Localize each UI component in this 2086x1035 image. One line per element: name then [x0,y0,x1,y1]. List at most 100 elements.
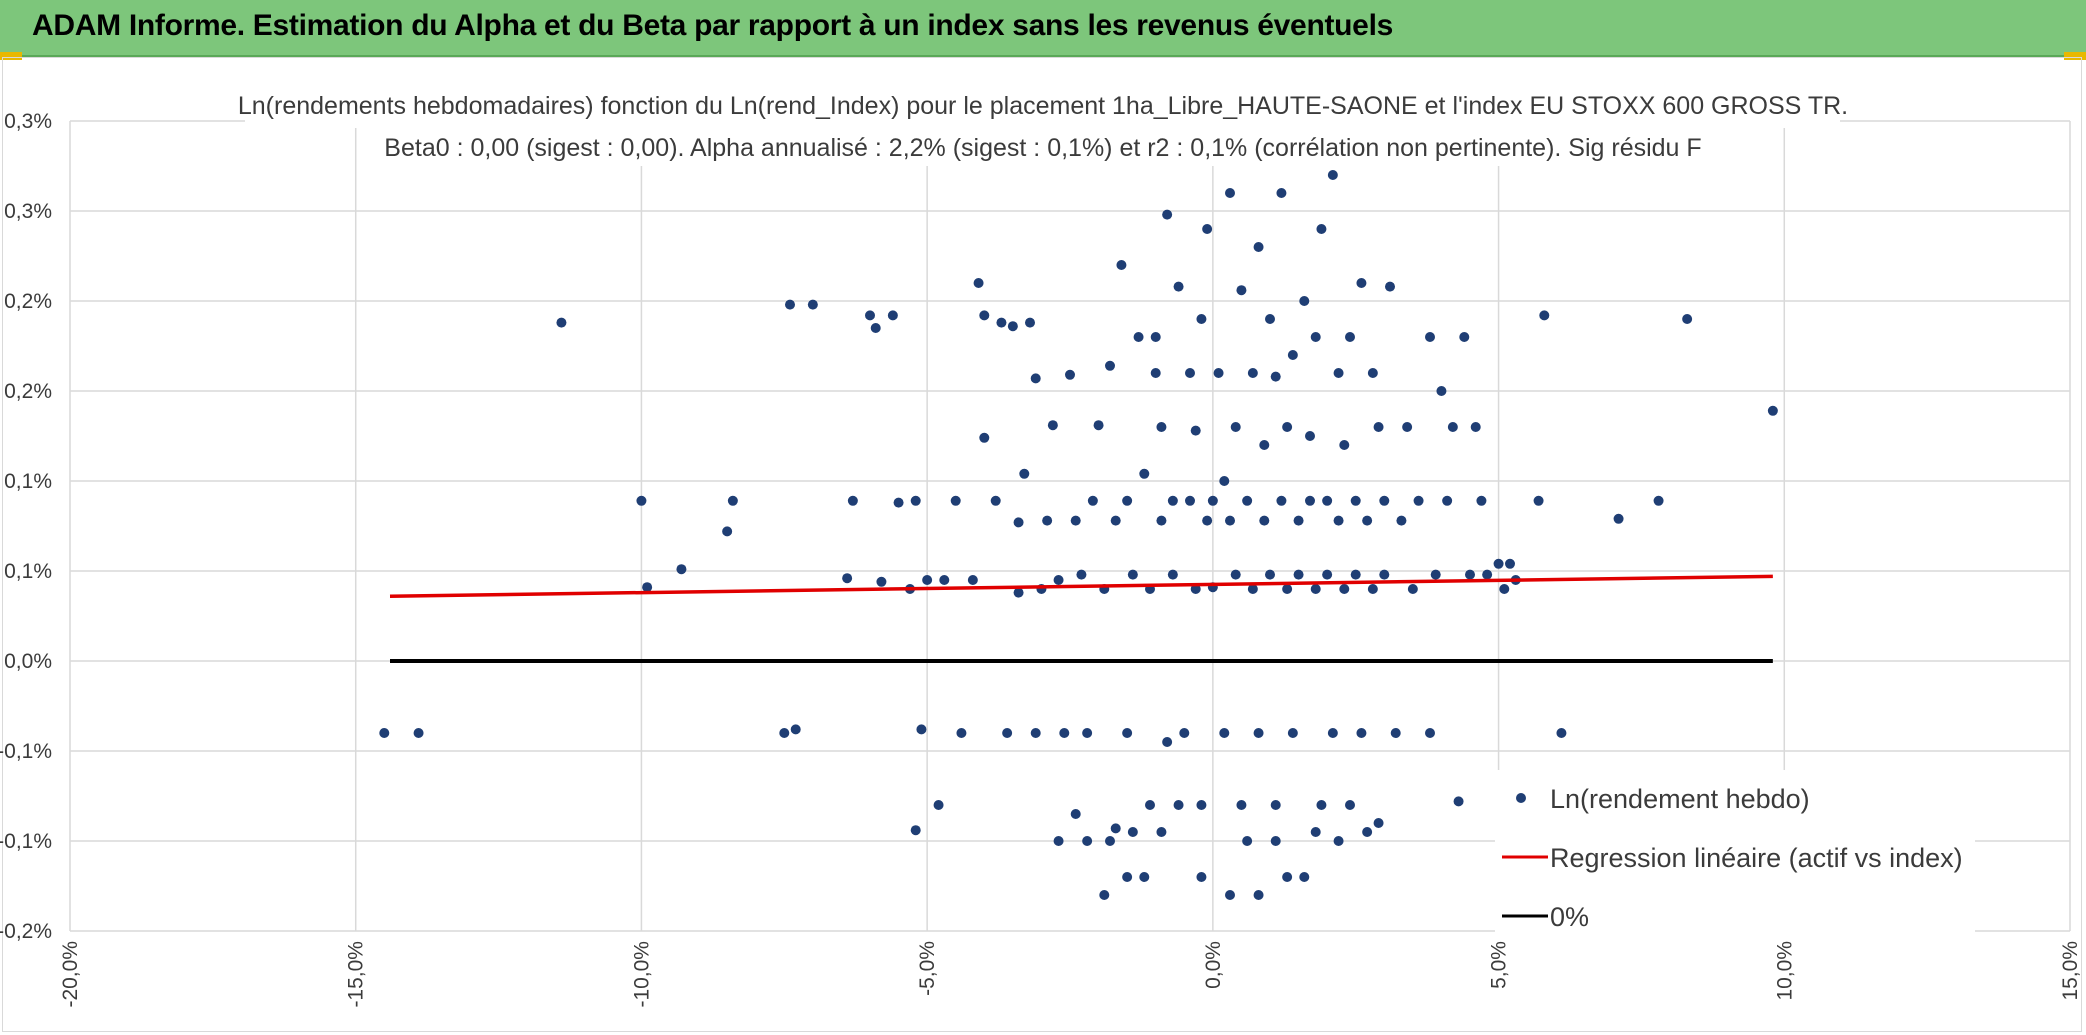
data-point [1436,386,1447,396]
data-point [1196,314,1207,324]
data-point [910,495,921,506]
data-point [1225,890,1235,900]
data-point [1367,584,1378,594]
x-tick-label: -5,0% [916,941,939,996]
data-point [1167,569,1178,580]
y-tick-label: 0,0% [4,650,52,673]
data-point [1236,800,1247,810]
data-point [1236,285,1247,296]
data-point [1190,584,1201,594]
data-point [1465,569,1475,580]
data-point [1253,728,1264,738]
data-point [1453,796,1464,807]
data-point [1310,584,1321,594]
data-point [1413,495,1424,506]
data-point [1070,515,1081,526]
data-point [1173,281,1184,292]
data-point [1682,314,1693,324]
data-point [1122,495,1133,506]
data-point [1390,728,1401,738]
data-point [1082,836,1093,846]
data-point [807,299,818,310]
data-point [910,825,921,836]
data-point [636,495,647,506]
data-point [1327,728,1338,738]
data-point [847,495,858,506]
data-point [1082,728,1093,738]
tick-labels: 0,3% 0,3% 0,2% 0,2% 0,1% 0,1% 0,0% -0,1% -0,1% -0… [0,110,2082,1008]
data-point [1350,495,1361,506]
legend-label-points: Ln(rendement hebdo) [1550,784,1810,814]
data-point [933,800,944,810]
data-point [1310,332,1321,342]
data-point [1407,584,1418,594]
data-point [1293,515,1304,526]
data-point [1207,495,1218,506]
legend: Ln(rendement hebdo) Regression linéaire … [1495,770,1975,935]
data-point [1007,321,1018,332]
data-point [979,432,990,443]
data-point [676,564,687,575]
data-point [1202,224,1213,234]
data-point [1185,495,1195,506]
y-tick-label: -0,1% [0,740,52,763]
data-point [1127,569,1138,580]
x-tick-label: 10,0% [1773,941,1796,1001]
data-point [1093,420,1104,431]
data-point [1225,188,1235,198]
data-point [1305,495,1315,506]
data-point [916,724,927,735]
data-point [956,728,967,738]
y-tick-label: 0,3% [4,110,52,133]
data-point [1219,728,1230,738]
data-point [1333,836,1344,846]
legend-bg [1495,770,1975,935]
data-point [1053,575,1064,585]
data-point [1373,422,1384,432]
data-point [1270,371,1281,382]
points-group [379,112,1778,900]
data-point [1270,836,1281,846]
data-point [1345,332,1355,342]
data-point [1156,515,1167,526]
data-point [1282,422,1293,432]
y-tick-label: 0,3% [4,200,52,223]
data-point [1150,368,1161,378]
data-point [939,575,950,585]
data-point [642,582,653,593]
data-point [1493,558,1504,569]
data-point [1145,800,1155,810]
data-point [1230,422,1241,432]
data-point [1030,728,1041,738]
y-tick-label: 0,1% [4,470,52,493]
data-point [1156,827,1167,837]
y-tick-label: 0,1% [4,560,52,583]
data-point [1322,569,1333,580]
data-point [1219,476,1230,486]
regression-line [389,574,1773,598]
data-point [1282,872,1293,882]
data-point [1310,827,1321,837]
data-point [996,317,1007,328]
data-point [1282,584,1293,594]
data-point [1442,495,1453,506]
data-point [1047,420,1058,431]
data-point [1430,569,1441,580]
data-point [1076,569,1087,580]
chart-area-border [2,57,2082,1032]
data-point [1105,836,1115,846]
x-tick-label: -20,0% [59,941,82,1008]
data-point [1259,440,1270,450]
data-point [1025,317,1035,328]
legend-marker-points [1516,793,1526,803]
data-point [979,310,990,321]
legend-label-regression: Regression linéaire (actif vs index) [1550,843,1963,873]
data-point [1225,515,1235,526]
data-point [1333,368,1344,378]
data-point [1127,827,1138,837]
data-point [1470,422,1481,432]
data-point [1013,517,1024,528]
x-tick-label: -15,0% [345,941,368,1008]
data-point [1482,569,1493,580]
